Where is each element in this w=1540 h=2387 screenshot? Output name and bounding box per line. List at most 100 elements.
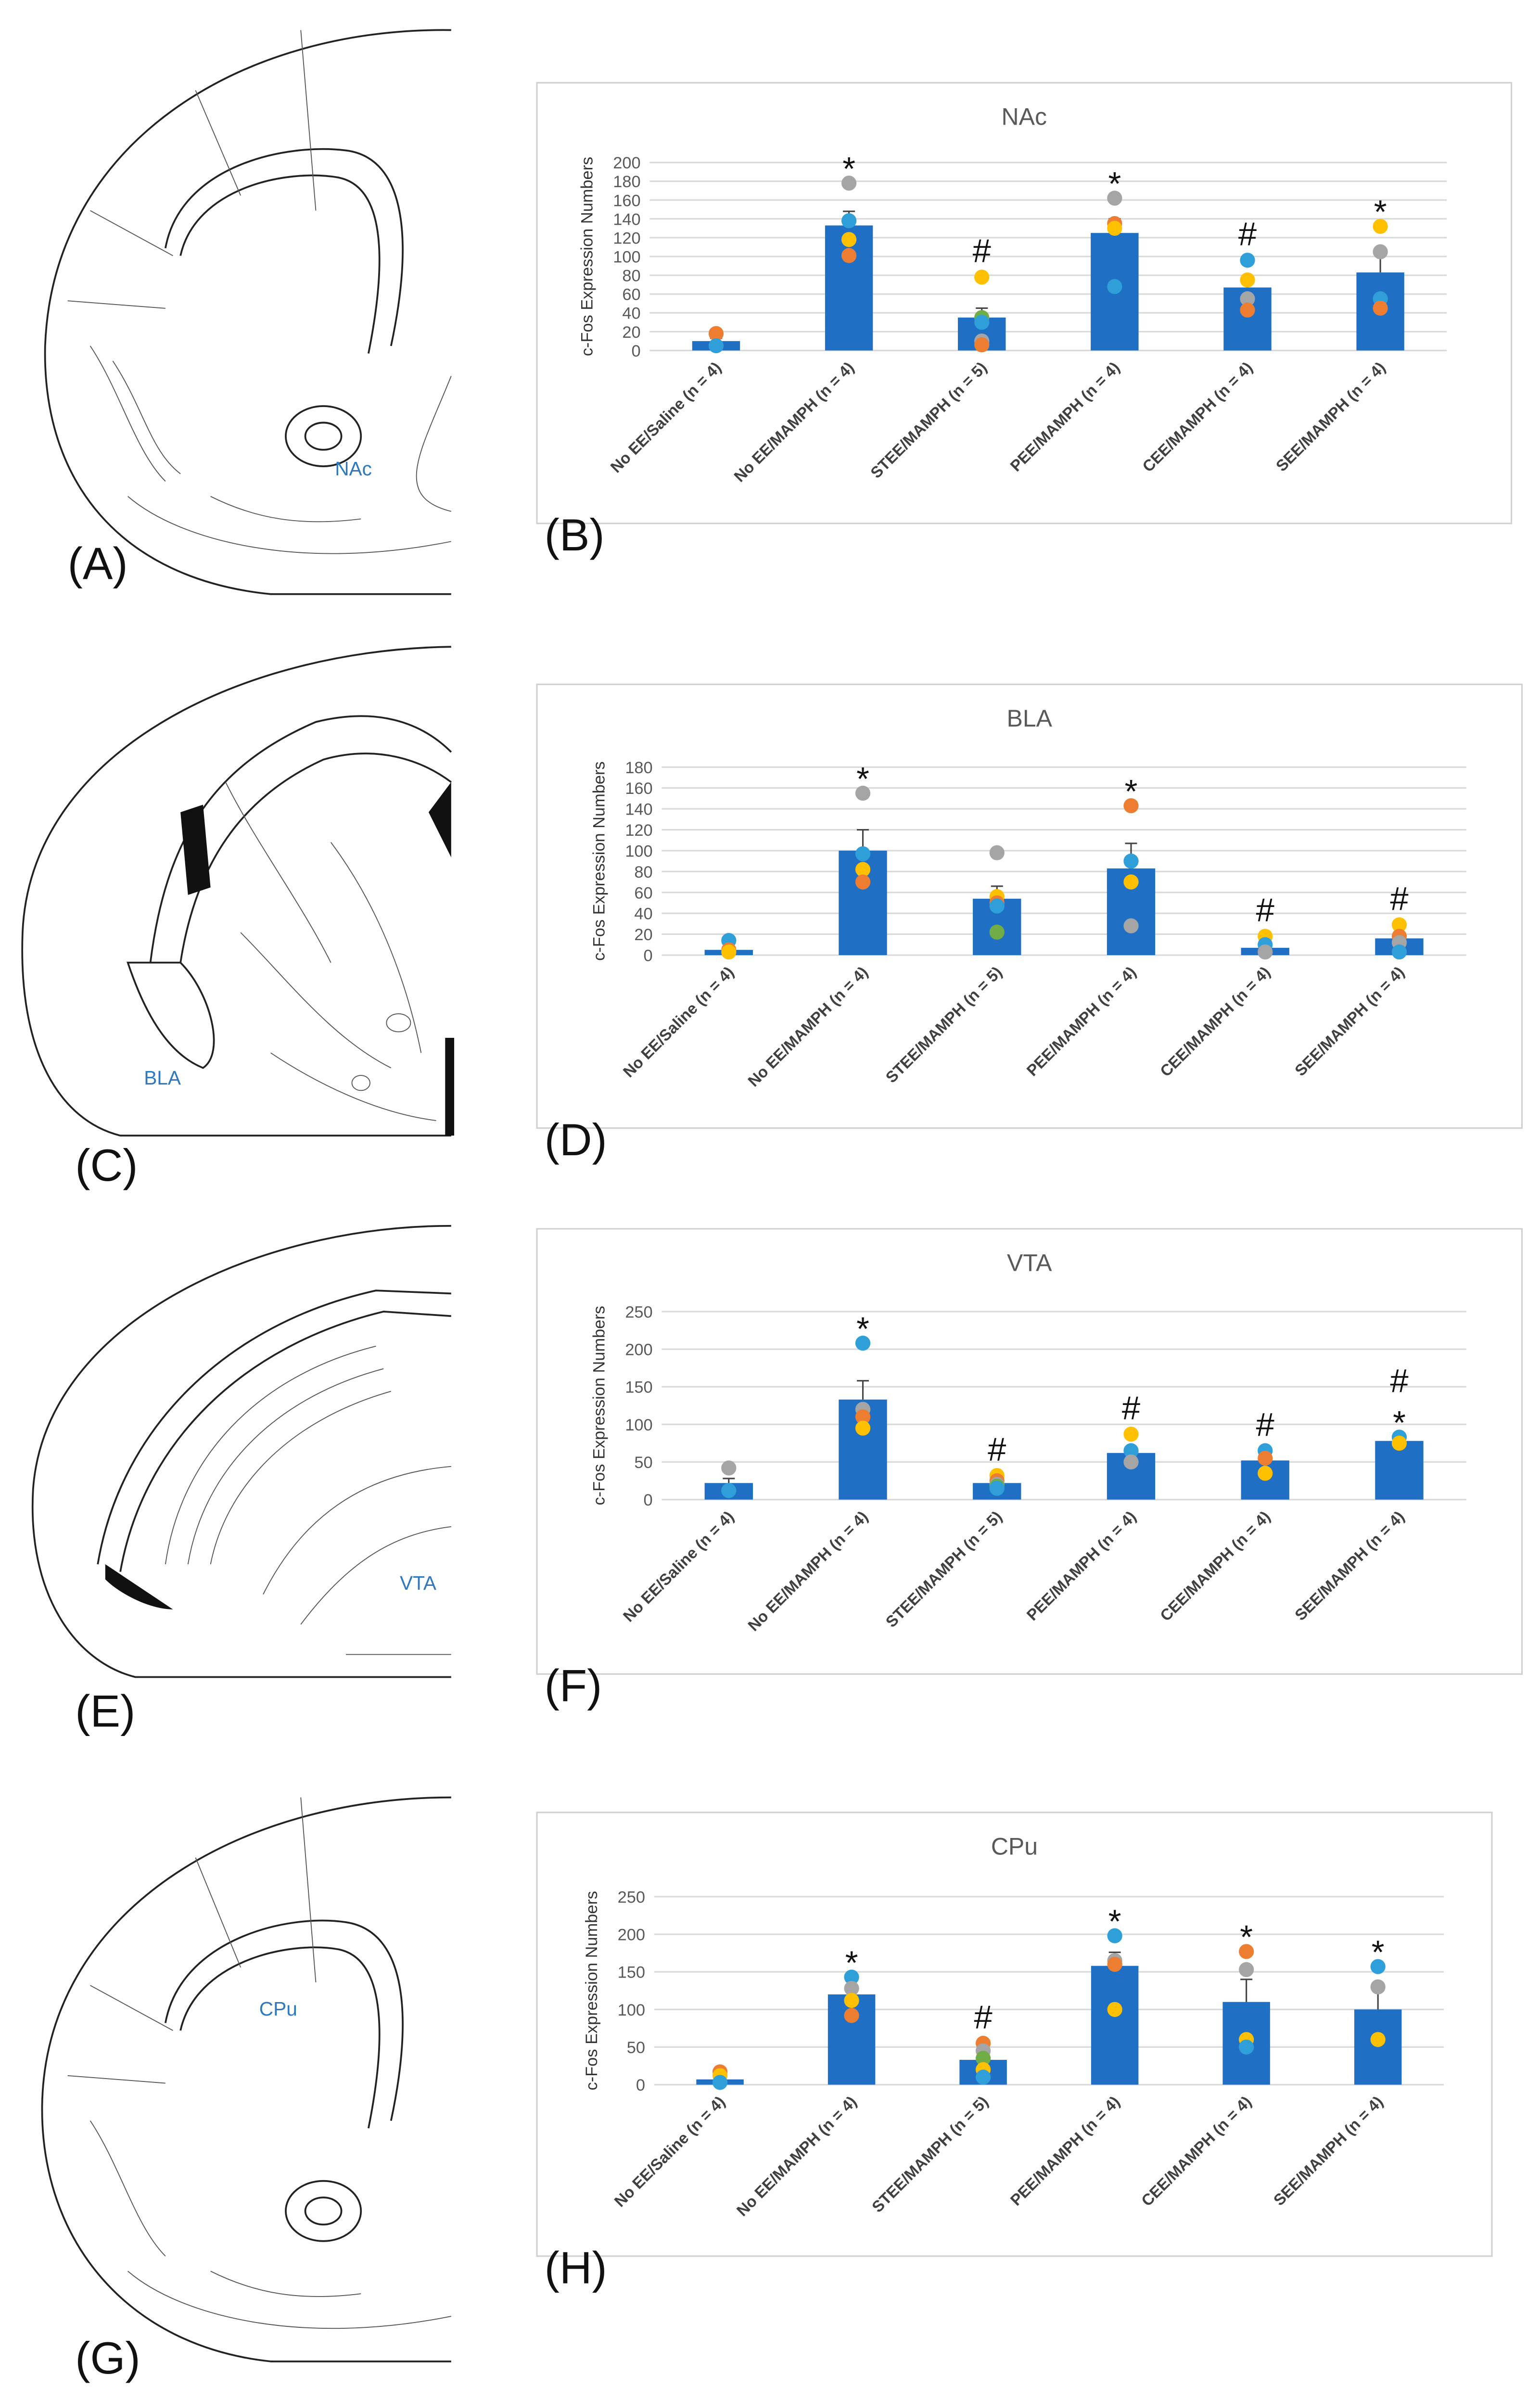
- significance-mark: #: [1122, 1389, 1140, 1426]
- error-bar: [723, 1478, 735, 1483]
- data-point: [975, 2051, 991, 2066]
- data-point: [1373, 244, 1388, 259]
- y-tick-label: 50: [634, 1454, 652, 1472]
- y-tick-label: 200: [625, 1341, 652, 1359]
- data-point: [721, 944, 737, 960]
- data-point: [1123, 1427, 1139, 1442]
- region-label: CPu: [259, 1998, 297, 2020]
- y-tick-label: 100: [625, 842, 652, 860]
- brain-diagram-e: VTA (E): [31, 1225, 451, 1736]
- y-tick-label: 200: [613, 154, 640, 172]
- significance-mark: *: [1108, 166, 1121, 203]
- y-axis-label: c-Fos Expression Numbers: [578, 157, 597, 357]
- data-point: [1123, 854, 1139, 869]
- chart-frame: [536, 1812, 1493, 2257]
- data-point: [721, 1483, 737, 1498]
- y-tick-label: 20: [634, 926, 652, 944]
- chart: NAc(B)c-Fos Expression Numbers 0204060801…: [536, 82, 1513, 560]
- y-tick-label: 40: [634, 905, 652, 923]
- significance-mark: *: [1125, 773, 1138, 810]
- data-point: [1107, 1928, 1122, 1943]
- y-tick-label: 80: [622, 267, 640, 285]
- data-point: [855, 1409, 871, 1425]
- data-point: [1107, 220, 1122, 236]
- data-point: [855, 862, 871, 877]
- y-tick-label: 140: [613, 210, 640, 229]
- data-point: [989, 898, 1005, 914]
- data-point: [1240, 253, 1255, 268]
- error-bar: [857, 1380, 869, 1400]
- data-point: [1370, 1979, 1386, 1995]
- chart-title: BLA: [1006, 705, 1052, 732]
- data-point: [1370, 1959, 1386, 1974]
- y-axis-label: c-Fos Expression Numbers: [590, 761, 609, 961]
- data-point: [708, 326, 724, 341]
- panel-label: (H): [545, 2242, 607, 2293]
- y-tick-label: 180: [613, 173, 640, 191]
- brain-diagram-a: NAc (A): [44, 29, 452, 595]
- y-tick-label: 100: [618, 2001, 645, 2019]
- data-point: [1240, 302, 1255, 318]
- data-point: [841, 175, 857, 191]
- significance-mark: *: [856, 760, 869, 797]
- y-tick-label: 0: [632, 342, 641, 360]
- data-point: [841, 213, 857, 229]
- panel-label: (D): [545, 1114, 607, 1165]
- significance-mark: *: [842, 150, 855, 187]
- data-point: [1107, 2002, 1122, 2017]
- y-tick-label: 0: [636, 2076, 645, 2094]
- y-tick-label: 180: [625, 759, 652, 777]
- chart-frame: [536, 82, 1513, 524]
- data-point: [1391, 944, 1407, 960]
- data-point: [1258, 1451, 1273, 1466]
- panel-label: (E): [75, 1686, 135, 1736]
- data-point: [1391, 1435, 1407, 1451]
- significance-mark: *: [1108, 1903, 1121, 1940]
- chart-title: NAc: [1002, 103, 1047, 130]
- y-tick-label: 0: [644, 1491, 653, 1509]
- y-tick-label: 250: [625, 1303, 652, 1321]
- data-point: [974, 315, 990, 330]
- data-point: [1107, 279, 1122, 294]
- data-point: [974, 269, 990, 285]
- data-point: [1240, 272, 1255, 288]
- significance-mark: *: [1374, 193, 1387, 230]
- data-point: [721, 1460, 737, 1476]
- y-tick-label: 50: [627, 2039, 645, 2057]
- region-label: NAc: [335, 458, 372, 480]
- data-point: [975, 2069, 991, 2085]
- significance-mark: #: [988, 1430, 1006, 1468]
- data-point: [712, 2075, 728, 2090]
- panel-label: (C): [75, 1140, 138, 1190]
- region-label: VTA: [400, 1572, 437, 1594]
- data-point: [1123, 874, 1139, 890]
- y-axis-label: c-Fos Expression Numbers: [590, 1306, 609, 1506]
- significance-mark: #: [973, 232, 991, 269]
- chart-frame: [536, 683, 1523, 1129]
- significance-mark: #: [1238, 216, 1257, 253]
- data-point: [989, 924, 1005, 940]
- panel-label: (F): [545, 1660, 602, 1711]
- panel-label: (A): [68, 538, 128, 589]
- bar: [1091, 1966, 1139, 2085]
- y-tick-label: 140: [625, 801, 652, 819]
- y-tick-label: 120: [613, 229, 640, 247]
- y-tick-label: 250: [618, 1888, 645, 1906]
- data-point: [1239, 1944, 1254, 1959]
- data-point: [989, 1481, 1005, 1496]
- y-tick-label: 100: [613, 248, 640, 267]
- data-point: [844, 1992, 859, 2008]
- data-point: [841, 248, 857, 263]
- significance-mark: #: [1256, 892, 1274, 929]
- data-point: [974, 337, 990, 353]
- y-tick-label: 0: [644, 947, 653, 965]
- region-label: BLA: [144, 1067, 181, 1089]
- data-point: [1373, 300, 1388, 316]
- data-point: [1258, 1466, 1273, 1481]
- data-point: [1107, 1956, 1122, 1972]
- data-point: [855, 1335, 871, 1351]
- data-point: [1123, 1443, 1139, 1458]
- data-point: [1107, 191, 1122, 206]
